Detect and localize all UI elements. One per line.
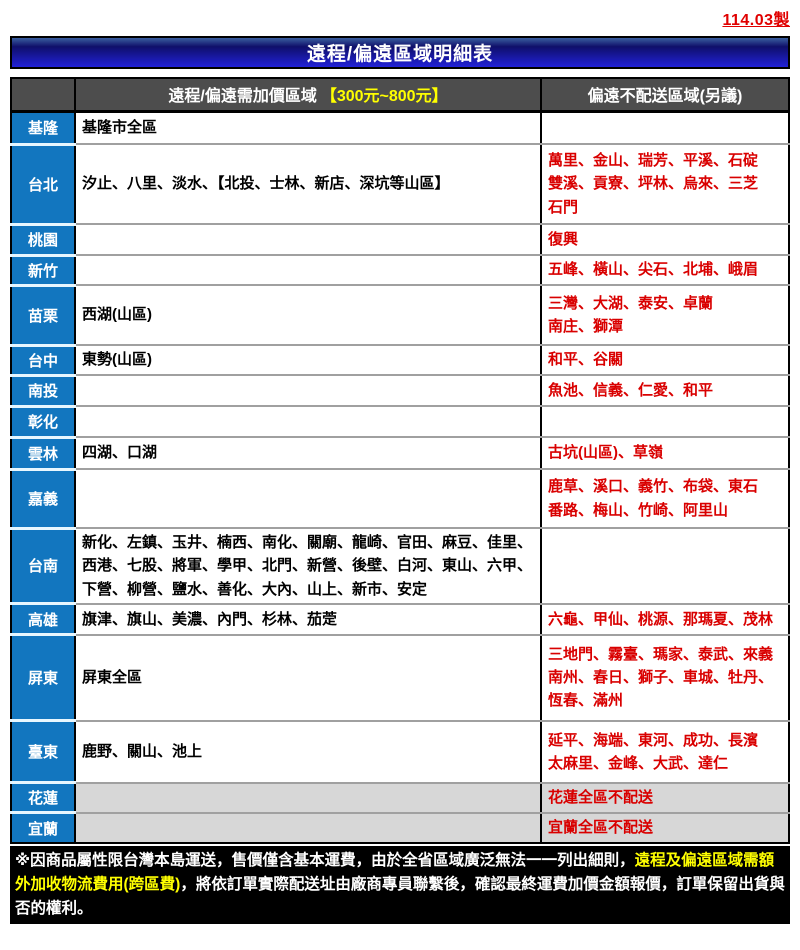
surcharge-cell: 西湖(山區) xyxy=(75,285,542,346)
table-row-hualien: 花蓮 花蓮全區不配送 xyxy=(11,782,789,815)
no-delivery-cell: 花蓮全區不配送 xyxy=(541,782,789,814)
region-column-header xyxy=(11,78,76,113)
region-cell: 台北 xyxy=(11,144,76,226)
surcharge-cell: 屏東全區 xyxy=(75,634,542,722)
surcharge-cell: 東勢(山區) xyxy=(75,345,542,376)
footer-text-highlight: 遠程及偏遠區域需額外加收物流費用(跨區費) xyxy=(15,851,775,893)
surcharge-cell: 旗津、旗山、美濃、內門、杉林、茄萣 xyxy=(75,603,542,636)
table-row-changhua: 彰化 xyxy=(11,406,789,439)
region-cell: 嘉義 xyxy=(11,469,76,530)
surcharge-cell xyxy=(75,782,542,814)
no-delivery-cell: 三地門、霧臺、瑪家、泰武、來義 南州、春日、獅子、車城、牡丹、 恆春、滿州 xyxy=(541,634,789,722)
region-cell: 桃園 xyxy=(11,224,76,257)
no-delivery-cell: 延平、海端、東河、成功、長濱 太麻里、金峰、大武、達仁 xyxy=(541,720,789,784)
surcharge-cell xyxy=(75,469,542,529)
no-delivery-cell: 六龜、甲仙、桃源、那瑪夏、茂林 xyxy=(541,603,789,636)
surcharge-cell xyxy=(75,375,542,407)
region-cell: 宜蘭 xyxy=(11,812,76,843)
no-delivery-cell xyxy=(541,406,789,438)
version-line: 114.03製 xyxy=(10,6,790,36)
region-cell: 基隆 xyxy=(11,111,76,146)
table-row-taoyuan: 桃園 復興 xyxy=(11,224,789,257)
no-delivery-cell: 古坑(山區)、草嶺 xyxy=(541,437,789,470)
region-cell: 新竹 xyxy=(11,255,76,287)
surcharge-cell xyxy=(75,255,542,286)
region-cell: 雲林 xyxy=(11,437,76,471)
region-cell: 臺東 xyxy=(11,720,76,785)
version-label: 114.03製 xyxy=(722,12,790,29)
surcharge-cell: 新化、左鎮、玉井、楠西、南化、關廟、龍崎、官田、麻豆、佳里、西港、七股、將軍、學… xyxy=(75,528,542,605)
region-cell: 彰化 xyxy=(11,406,76,439)
footer-note: ※因商品屬性限台灣本島運送，售價僅含基本運費，由於全省區域廣泛無法一一列出細則，… xyxy=(10,845,790,924)
table-row-taichung: 台中 東勢(山區) 和平、谷關 xyxy=(11,345,789,377)
surcharge-cell: 基隆市全區 xyxy=(75,111,542,145)
no-delivery-cell: 復興 xyxy=(541,224,789,256)
table-row-yunlin: 雲林 四湖、口湖 古坑(山區)、草嶺 xyxy=(11,437,789,471)
region-table: 遠程/偏遠需加價區域 【300元~800元】 偏遠不配送區域(另議) 基隆 基隆市… xyxy=(10,77,790,844)
no-delivery-cell xyxy=(541,528,789,605)
table-row-taipei: 台北 汐止、八里、淡水、【北投、士林、新店、深坑等山區】 萬里、金山、瑞芳、平溪… xyxy=(11,144,789,226)
table-row-nantou: 南投 魚池、信義、仁愛、和平 xyxy=(11,375,789,408)
no-delivery-cell: 鹿草、溪口、義竹、布袋、東石 番路、梅山、竹崎、阿里山 xyxy=(541,469,789,529)
surcharge-column-header: 遠程/偏遠需加價區域 【300元~800元】 xyxy=(75,78,542,113)
footer-text-after: ，將依訂單實際配送址由廠商專員聯繫後，確認最終運費加價金額報價，訂單保留出貨與否… xyxy=(15,875,785,917)
table-row-pingtung: 屏東 屏東全區 三地門、霧臺、瑪家、泰武、來義 南州、春日、獅子、車城、牡丹、 … xyxy=(11,634,789,723)
surcharge-cell: 汐止、八里、淡水、【北投、士林、新店、深坑等山區】 xyxy=(75,144,542,225)
region-cell: 苗栗 xyxy=(11,285,76,347)
no-delivery-cell: 三灣、大湖、泰安、卓蘭 南庄、獅潭 xyxy=(541,285,789,346)
surcharge-cell: 四湖、口湖 xyxy=(75,437,542,470)
surcharge-price-range: 【300元~800元】 xyxy=(320,88,448,106)
no-delivery-cell: 宜蘭全區不配送 xyxy=(541,812,789,843)
table-row-miaoli: 苗栗 西湖(山區) 三灣、大湖、泰安、卓蘭 南庄、獅潭 xyxy=(11,285,789,347)
region-cell: 花蓮 xyxy=(11,782,76,815)
table-row-chiayi: 嘉義 鹿草、溪口、義竹、布袋、東石 番路、梅山、竹崎、阿里山 xyxy=(11,469,789,530)
table-row-taitung: 臺東 鹿野、關山、池上 延平、海端、東河、成功、長濱 太麻里、金峰、大武、達仁 xyxy=(11,720,789,785)
region-cell: 屏東 xyxy=(11,634,76,723)
no-delivery-cell: 魚池、信義、仁愛、和平 xyxy=(541,375,789,407)
region-cell: 台南 xyxy=(11,528,76,606)
table-row-keelung: 基隆 基隆市全區 xyxy=(11,111,789,146)
no-delivery-column-header: 偏遠不配送區域(另議) xyxy=(541,78,789,113)
table-row-hsinchu: 新竹 五峰、橫山、尖石、北埔、峨眉 xyxy=(11,255,789,287)
table-row-tainan: 台南 新化、左鎮、玉井、楠西、南化、關廟、龍崎、官田、麻豆、佳里、西港、七股、將… xyxy=(11,528,789,606)
surcharge-cell xyxy=(75,812,542,843)
surcharge-cell xyxy=(75,406,542,438)
footer-text-before: ※因商品屬性限台灣本島運送，售價僅含基本運費，由於全省區域廣泛無法一一列出細則， xyxy=(15,851,635,869)
surcharge-cell: 鹿野、關山、池上 xyxy=(75,720,542,784)
page-title: 遠程/偏遠區域明細表 xyxy=(10,36,790,69)
table-header-row: 遠程/偏遠需加價區域 【300元~800元】 偏遠不配送區域(另議) xyxy=(11,78,789,113)
region-cell: 台中 xyxy=(11,345,76,377)
region-cell: 南投 xyxy=(11,375,76,408)
no-delivery-cell xyxy=(541,111,789,145)
table-row-yilan: 宜蘭 宜蘭全區不配送 xyxy=(11,812,789,843)
no-delivery-cell: 和平、谷關 xyxy=(541,345,789,376)
surcharge-header-label: 遠程/偏遠需加價區域 xyxy=(168,88,317,106)
table-row-kaohsiung: 高雄 旗津、旗山、美濃、內門、杉林、茄萣 六龜、甲仙、桃源、那瑪夏、茂林 xyxy=(11,603,789,637)
page-title-text: 遠程/偏遠區域明細表 xyxy=(306,44,494,65)
surcharge-cell xyxy=(75,224,542,256)
no-delivery-cell: 萬里、金山、瑞芳、平溪、石碇 雙溪、貢寮、坪林、烏來、三芝 石門 xyxy=(541,144,789,225)
no-delivery-cell: 五峰、橫山、尖石、北埔、峨眉 xyxy=(541,255,789,286)
region-cell: 高雄 xyxy=(11,603,76,637)
